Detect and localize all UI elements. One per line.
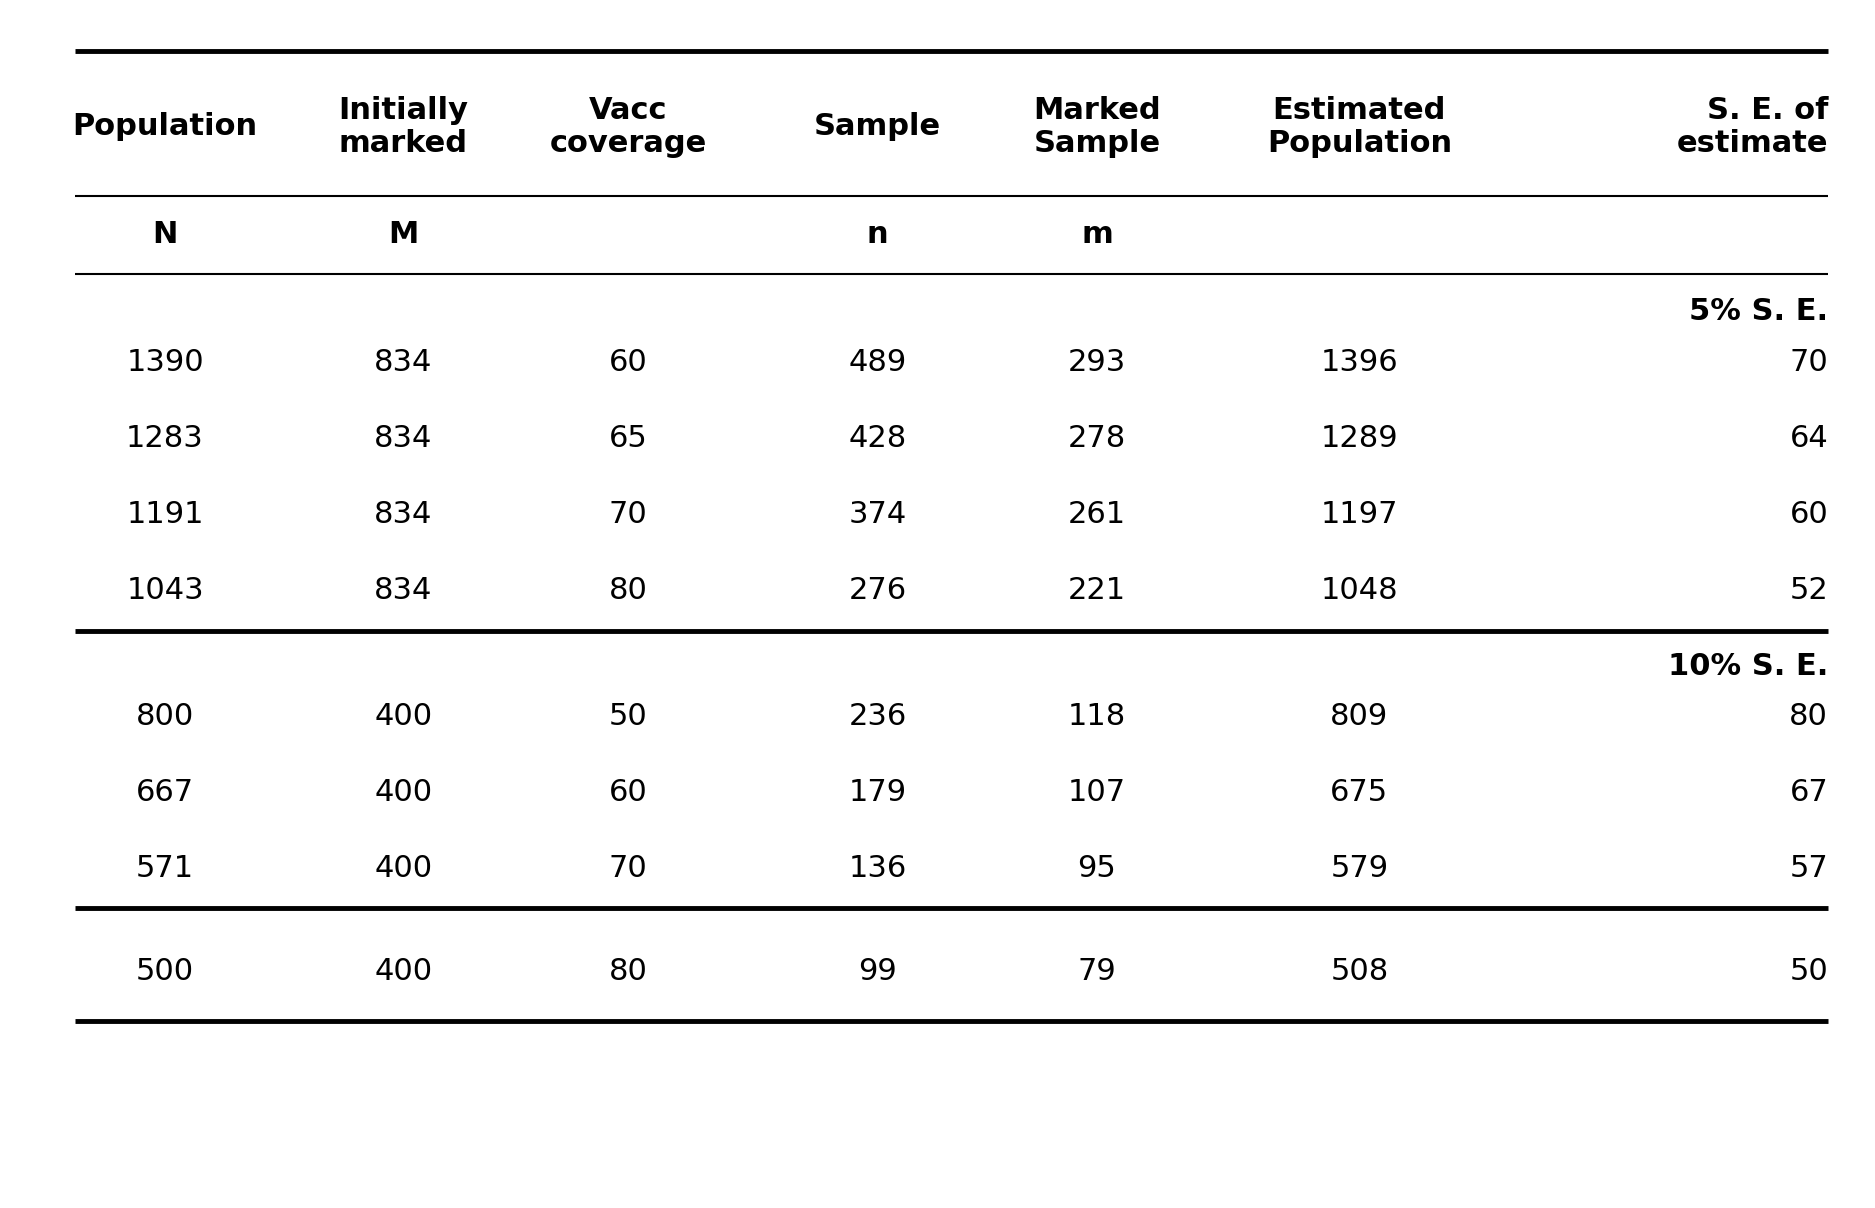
Text: 809: 809 xyxy=(1329,702,1389,731)
Text: 675: 675 xyxy=(1331,778,1388,807)
Text: 1197: 1197 xyxy=(1320,500,1399,529)
Text: 667: 667 xyxy=(137,778,195,807)
Text: 65: 65 xyxy=(609,424,647,453)
Text: 1043: 1043 xyxy=(126,576,204,605)
Text: S. E. of
estimate: S. E. of estimate xyxy=(1676,95,1828,158)
Text: 400: 400 xyxy=(375,778,431,807)
Text: 834: 834 xyxy=(373,348,433,377)
Text: 70: 70 xyxy=(609,500,647,529)
Text: 571: 571 xyxy=(137,854,195,883)
Text: M: M xyxy=(388,220,418,249)
Text: 834: 834 xyxy=(373,500,433,529)
Text: 136: 136 xyxy=(848,854,908,883)
Text: 64: 64 xyxy=(1789,424,1828,453)
Text: Marked
Sample: Marked Sample xyxy=(1033,95,1161,158)
Text: 79: 79 xyxy=(1078,957,1116,986)
Text: 261: 261 xyxy=(1069,500,1125,529)
Text: 800: 800 xyxy=(135,702,195,731)
Text: 400: 400 xyxy=(375,702,431,731)
Text: 508: 508 xyxy=(1329,957,1389,986)
Text: 428: 428 xyxy=(848,424,908,453)
Text: 579: 579 xyxy=(1331,854,1388,883)
Text: 400: 400 xyxy=(375,957,431,986)
Text: 60: 60 xyxy=(609,778,647,807)
Text: 400: 400 xyxy=(375,854,431,883)
Text: 60: 60 xyxy=(1789,500,1828,529)
Text: 489: 489 xyxy=(848,348,908,377)
Text: 57: 57 xyxy=(1789,854,1828,883)
Text: n: n xyxy=(866,220,889,249)
Text: 1396: 1396 xyxy=(1320,348,1399,377)
Text: 278: 278 xyxy=(1067,424,1127,453)
Text: 5% S. E.: 5% S. E. xyxy=(1689,297,1828,326)
Text: 50: 50 xyxy=(609,702,647,731)
Text: Initially
marked: Initially marked xyxy=(338,95,469,158)
Text: Vacc
coverage: Vacc coverage xyxy=(549,95,707,158)
Text: 374: 374 xyxy=(848,500,908,529)
Text: 1048: 1048 xyxy=(1320,576,1399,605)
Text: 107: 107 xyxy=(1069,778,1125,807)
Text: 1390: 1390 xyxy=(126,348,204,377)
Text: 80: 80 xyxy=(609,957,647,986)
Text: 67: 67 xyxy=(1789,778,1828,807)
Text: 99: 99 xyxy=(859,957,896,986)
Text: 500: 500 xyxy=(137,957,195,986)
Text: Estimated
Population: Estimated Population xyxy=(1268,95,1451,158)
Text: 80: 80 xyxy=(1789,702,1828,731)
Text: 1191: 1191 xyxy=(126,500,204,529)
Text: 276: 276 xyxy=(848,576,908,605)
Text: N: N xyxy=(152,220,178,249)
Text: 95: 95 xyxy=(1078,854,1116,883)
Text: m: m xyxy=(1082,220,1112,249)
Text: 70: 70 xyxy=(609,854,647,883)
Text: 70: 70 xyxy=(1789,348,1828,377)
Text: 80: 80 xyxy=(609,576,647,605)
Text: 50: 50 xyxy=(1789,957,1828,986)
Text: 221: 221 xyxy=(1069,576,1125,605)
Text: 52: 52 xyxy=(1789,576,1828,605)
Text: 236: 236 xyxy=(848,702,908,731)
Text: 834: 834 xyxy=(373,424,433,453)
Text: 293: 293 xyxy=(1067,348,1127,377)
Text: 118: 118 xyxy=(1067,702,1127,731)
Text: 1289: 1289 xyxy=(1320,424,1399,453)
Text: 179: 179 xyxy=(848,778,908,807)
Text: Sample: Sample xyxy=(814,112,941,141)
Text: 60: 60 xyxy=(609,348,647,377)
Text: 1283: 1283 xyxy=(126,424,204,453)
Text: 834: 834 xyxy=(373,576,433,605)
Text: Population: Population xyxy=(73,112,257,141)
Text: 10% S. E.: 10% S. E. xyxy=(1667,652,1828,681)
